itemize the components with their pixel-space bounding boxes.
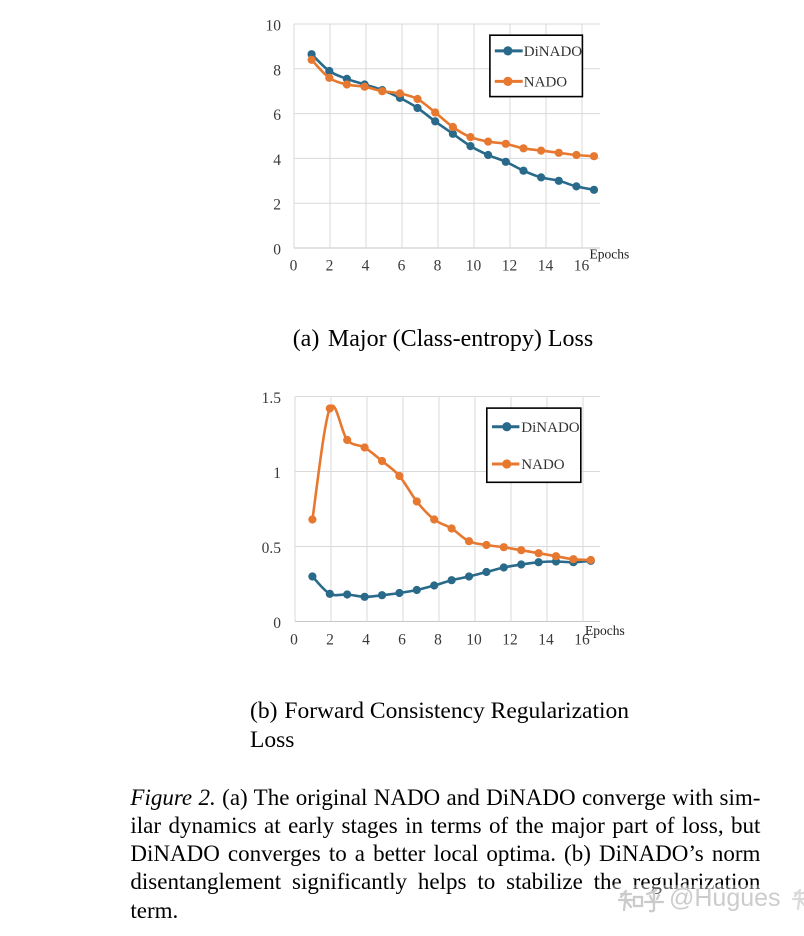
svg-text:NADO: NADO: [524, 75, 567, 91]
svg-text:Epochs: Epochs: [585, 623, 625, 638]
svg-text:4: 4: [273, 152, 281, 169]
svg-text:4: 4: [362, 257, 370, 274]
svg-text:2: 2: [326, 257, 334, 274]
svg-text:12: 12: [502, 257, 518, 274]
svg-text:10: 10: [266, 18, 282, 35]
svg-text:6: 6: [398, 632, 406, 649]
svg-text:DiNADO: DiNADO: [521, 420, 579, 436]
svg-text:6: 6: [398, 257, 406, 274]
svg-text:4: 4: [362, 632, 370, 649]
svg-text:8: 8: [273, 62, 281, 79]
svg-text:10: 10: [466, 257, 482, 274]
svg-text:0: 0: [290, 257, 298, 274]
svg-text:0: 0: [273, 615, 281, 632]
svg-text:16: 16: [574, 257, 590, 274]
svg-text:NADO: NADO: [521, 457, 564, 473]
svg-text:14: 14: [538, 257, 554, 274]
svg-text:Epochs: Epochs: [590, 247, 630, 262]
svg-text:1.5: 1.5: [262, 390, 282, 407]
svg-text:8: 8: [434, 257, 442, 274]
svg-text:16: 16: [574, 632, 590, 649]
svg-text:2: 2: [273, 197, 281, 214]
svg-text:2: 2: [326, 632, 334, 649]
svg-text:0: 0: [273, 242, 281, 259]
svg-text:6: 6: [273, 107, 281, 124]
svg-text:0: 0: [290, 632, 298, 649]
svg-text:8: 8: [434, 632, 442, 649]
svg-text:10: 10: [466, 632, 482, 649]
svg-text:14: 14: [538, 632, 554, 649]
svg-text:0.5: 0.5: [262, 540, 282, 557]
svg-text:DiNADO: DiNADO: [524, 44, 582, 60]
svg-text:12: 12: [502, 632, 518, 649]
svg-text:1: 1: [273, 465, 281, 482]
